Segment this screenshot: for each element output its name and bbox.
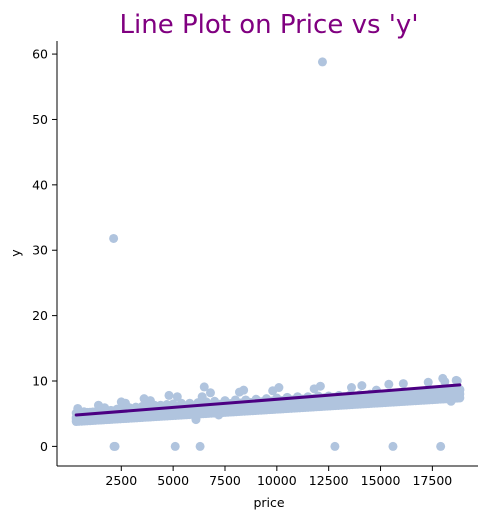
scatter-point <box>170 441 180 451</box>
scatter-point <box>268 386 278 396</box>
y-tick-label: 10 <box>32 374 48 389</box>
scatter-point <box>199 382 209 392</box>
scatter-point <box>330 441 340 451</box>
scatter-point <box>317 57 327 67</box>
scatter-point <box>116 397 126 407</box>
y-tick-label: 60 <box>32 47 48 62</box>
scatter-point <box>384 379 394 389</box>
scatter-point <box>109 441 119 451</box>
scatter-point <box>438 373 448 383</box>
y-tick-label: 0 <box>40 439 48 454</box>
scatter-point <box>436 441 446 451</box>
y-tick-label: 20 <box>32 308 48 323</box>
x-tick-label: 10000 <box>257 473 297 488</box>
y-tick-label: 50 <box>32 112 48 127</box>
x-tick-label: 12500 <box>309 473 349 488</box>
x-tick-label: 2500 <box>105 473 137 488</box>
scatter-points <box>71 57 465 451</box>
scatter-point <box>195 441 205 451</box>
scatter-point-band <box>455 385 465 394</box>
x-ticks: 2500 5000 7500 10000 12500 15000 17500 <box>105 466 452 488</box>
x-tick-label: 5000 <box>157 473 189 488</box>
scatter-point <box>172 392 182 402</box>
y-tick-label: 30 <box>32 243 48 258</box>
scatter-point <box>346 383 356 393</box>
scatter-point <box>357 381 367 391</box>
y-tick-label: 40 <box>32 177 48 192</box>
scatter-point <box>197 392 207 402</box>
scatter-point <box>398 379 408 389</box>
scatter-point <box>423 377 433 387</box>
scatter-point <box>309 384 319 394</box>
x-tick-label: 7500 <box>209 473 241 488</box>
scatter-point <box>235 387 245 397</box>
scatter-point <box>109 233 119 243</box>
regression-line-group <box>74 383 462 417</box>
regression-line <box>74 383 462 417</box>
y-axis-label: y <box>8 249 23 257</box>
chart-title: Line Plot on Price vs 'y' <box>120 10 419 40</box>
scatter-point <box>451 375 461 385</box>
x-tick-label: 15000 <box>361 473 401 488</box>
scatter-point <box>388 441 398 451</box>
scatter-point <box>205 388 215 398</box>
scatter-point <box>139 394 149 404</box>
x-tick-label: 17500 <box>412 473 452 488</box>
x-axis-label: price <box>253 495 284 510</box>
scatter-point <box>164 390 174 400</box>
y-ticks: 0 10 20 30 40 50 60 <box>32 47 57 454</box>
